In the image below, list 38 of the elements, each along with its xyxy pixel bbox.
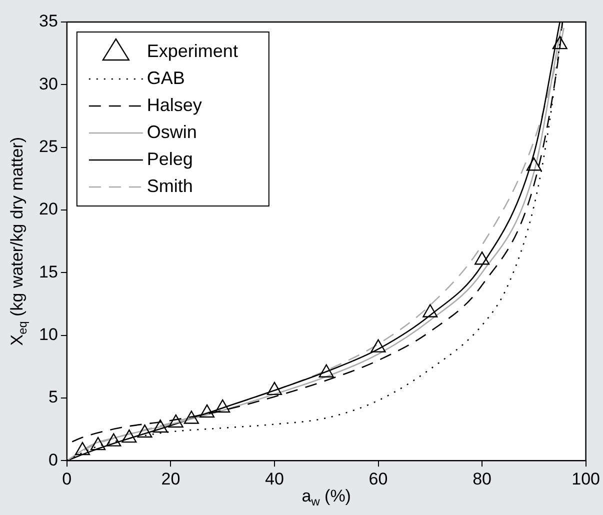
legend-label: Experiment xyxy=(146,40,238,61)
y-tick-label: 10 xyxy=(38,324,58,344)
x-tick-label: 40 xyxy=(265,469,284,488)
y-tick-label: 35 xyxy=(38,12,58,31)
legend-label: Peleg xyxy=(146,148,193,169)
y-tick-label: 20 xyxy=(38,200,58,219)
point xyxy=(370,339,386,352)
legend-label: GAB xyxy=(146,68,185,88)
point xyxy=(106,433,122,446)
point xyxy=(168,414,184,428)
y-tick-label: 30 xyxy=(38,74,58,94)
legend-label: Oswin xyxy=(146,122,197,142)
y-tick-label: 25 xyxy=(38,137,58,156)
point xyxy=(184,410,199,424)
x-tick-label: 20 xyxy=(161,469,180,488)
x-tick-label: 60 xyxy=(368,469,388,488)
y-tick-label: 15 xyxy=(38,262,58,282)
point xyxy=(122,429,137,443)
point xyxy=(137,424,152,438)
x-tick-label: 80 xyxy=(472,469,492,488)
y-axis-title: Xeq (kg water/kg dry matter) xyxy=(8,136,30,346)
point xyxy=(90,436,106,450)
y-tick-label: 0 xyxy=(48,450,58,470)
x-tick-label: 0 xyxy=(62,469,72,488)
point xyxy=(74,442,90,456)
point xyxy=(474,251,490,265)
point xyxy=(199,404,215,418)
point xyxy=(215,399,230,413)
point xyxy=(526,158,542,171)
point xyxy=(318,364,334,378)
point xyxy=(152,419,168,433)
point xyxy=(266,382,282,396)
legend-label: Halsey xyxy=(146,94,202,115)
x-tick-label: 100 xyxy=(572,469,600,488)
point xyxy=(422,304,438,318)
point xyxy=(552,36,568,50)
legend-label: Smith xyxy=(146,176,193,196)
y-tick-label: 5 xyxy=(48,388,58,407)
